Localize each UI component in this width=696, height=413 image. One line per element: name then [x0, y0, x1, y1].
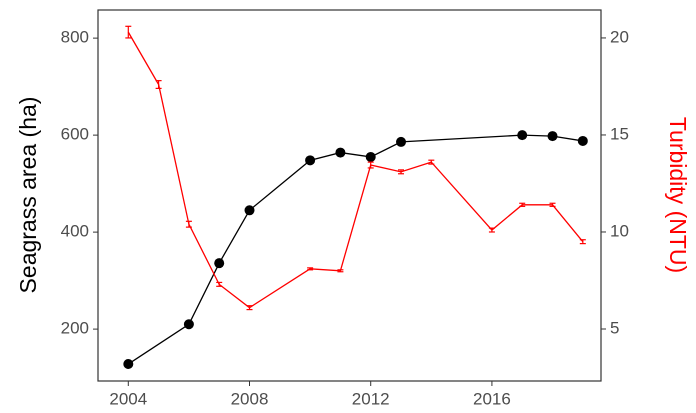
y-tick-label: 200	[61, 319, 89, 338]
point	[547, 131, 558, 142]
y2-tick-label: 20	[610, 27, 629, 46]
error-bar	[307, 267, 314, 271]
y2-tick-label: 5	[610, 318, 619, 337]
error-bar	[549, 202, 556, 207]
point	[396, 136, 407, 147]
error-bar	[337, 269, 344, 273]
y-tick-label: 600	[61, 125, 89, 144]
y-tick-label: 800	[61, 28, 89, 47]
error-bar	[579, 239, 586, 245]
x-tick-label: 2004	[109, 389, 147, 408]
x-tick-label: 2016	[473, 389, 511, 408]
y-axis-title: Seagrass area (ha)	[15, 97, 41, 294]
y2-tick-label: 10	[610, 221, 629, 240]
error-bar	[125, 25, 132, 39]
error-bar	[428, 159, 435, 165]
series-line	[127, 31, 584, 309]
x-tick-label: 2012	[352, 389, 390, 408]
y-tick-label: 400	[61, 222, 89, 241]
point	[244, 205, 255, 216]
x-tick-label: 2008	[231, 389, 269, 408]
error-bar	[519, 202, 526, 207]
error-bar	[398, 169, 405, 175]
panel-border	[97, 9, 602, 382]
point	[214, 258, 225, 269]
error-bar	[185, 220, 192, 228]
point	[577, 135, 588, 146]
y2-tick-label: 15	[610, 124, 629, 143]
error-bar	[246, 305, 253, 311]
point	[123, 359, 134, 370]
point	[305, 155, 316, 166]
error-bar	[155, 80, 162, 89]
point	[517, 130, 528, 141]
y2-axis-title: Turbidity (NTU)	[665, 117, 691, 273]
error-bar	[367, 161, 374, 169]
error-bar	[488, 227, 495, 233]
point	[365, 151, 376, 162]
series-line	[127, 134, 583, 365]
point	[335, 147, 346, 158]
error-bar	[216, 281, 223, 287]
point	[183, 319, 194, 330]
